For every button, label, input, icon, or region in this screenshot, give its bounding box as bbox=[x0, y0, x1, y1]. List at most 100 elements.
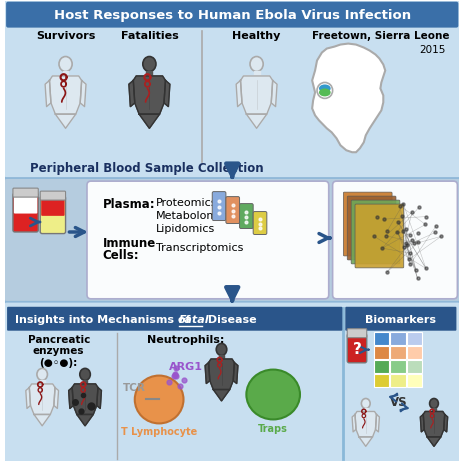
Polygon shape bbox=[29, 384, 55, 414]
Ellipse shape bbox=[317, 82, 333, 98]
Ellipse shape bbox=[59, 56, 72, 72]
Point bbox=[406, 249, 413, 257]
Polygon shape bbox=[254, 72, 260, 76]
Polygon shape bbox=[271, 80, 277, 107]
Polygon shape bbox=[376, 414, 379, 432]
Polygon shape bbox=[233, 363, 238, 383]
Point bbox=[370, 232, 377, 240]
FancyBboxPatch shape bbox=[347, 334, 367, 363]
FancyBboxPatch shape bbox=[343, 192, 392, 256]
Point bbox=[412, 266, 420, 274]
FancyBboxPatch shape bbox=[13, 188, 38, 197]
Text: Transcriptomics: Transcriptomics bbox=[156, 243, 244, 253]
Text: Metabolomics: Metabolomics bbox=[156, 211, 233, 221]
Bar bbox=[407, 359, 422, 372]
Point bbox=[383, 268, 391, 276]
FancyBboxPatch shape bbox=[226, 197, 240, 224]
Text: Plasma:: Plasma: bbox=[103, 198, 155, 211]
Point bbox=[414, 274, 421, 282]
Point bbox=[394, 219, 402, 226]
Point bbox=[408, 236, 415, 243]
Point bbox=[394, 228, 401, 236]
Text: Traps: Traps bbox=[258, 425, 288, 434]
Polygon shape bbox=[72, 384, 98, 414]
Text: Disease: Disease bbox=[204, 315, 257, 325]
Ellipse shape bbox=[80, 368, 90, 380]
Point bbox=[378, 244, 386, 252]
Polygon shape bbox=[420, 414, 424, 432]
FancyBboxPatch shape bbox=[351, 200, 400, 264]
Text: Cells:: Cells: bbox=[103, 249, 139, 262]
Polygon shape bbox=[133, 76, 165, 114]
Polygon shape bbox=[427, 437, 441, 446]
Polygon shape bbox=[355, 412, 377, 437]
Polygon shape bbox=[34, 414, 50, 426]
FancyBboxPatch shape bbox=[6, 2, 459, 28]
Polygon shape bbox=[62, 72, 69, 76]
Text: Freetown, Sierra Leone: Freetown, Sierra Leone bbox=[312, 30, 449, 41]
FancyBboxPatch shape bbox=[333, 181, 458, 299]
Bar bbox=[407, 332, 422, 345]
Text: Survivors: Survivors bbox=[36, 30, 95, 41]
Polygon shape bbox=[213, 389, 230, 401]
Point bbox=[432, 229, 439, 236]
Polygon shape bbox=[444, 414, 448, 432]
Polygon shape bbox=[240, 76, 273, 114]
Bar bbox=[374, 374, 389, 387]
Point bbox=[406, 261, 414, 268]
Point bbox=[423, 213, 430, 220]
Text: ?: ? bbox=[353, 342, 362, 357]
Bar bbox=[407, 374, 422, 387]
Text: VS: VS bbox=[390, 396, 408, 409]
Point bbox=[422, 221, 429, 228]
Polygon shape bbox=[97, 388, 102, 408]
FancyBboxPatch shape bbox=[87, 181, 329, 299]
FancyBboxPatch shape bbox=[7, 307, 343, 331]
FancyBboxPatch shape bbox=[347, 328, 367, 338]
Polygon shape bbox=[364, 408, 368, 412]
Ellipse shape bbox=[143, 56, 156, 72]
Polygon shape bbox=[146, 72, 152, 76]
Point bbox=[432, 222, 440, 230]
Ellipse shape bbox=[37, 368, 48, 380]
Polygon shape bbox=[40, 380, 45, 384]
Polygon shape bbox=[219, 355, 224, 359]
Text: Neutrophils:: Neutrophils: bbox=[147, 334, 224, 345]
Text: TCR: TCR bbox=[123, 383, 146, 393]
Polygon shape bbox=[54, 388, 59, 408]
Point bbox=[400, 243, 407, 251]
Bar bbox=[407, 346, 422, 359]
Point bbox=[414, 229, 422, 236]
Polygon shape bbox=[359, 437, 373, 446]
Bar bbox=[390, 332, 406, 345]
Polygon shape bbox=[49, 76, 82, 114]
Point bbox=[438, 232, 445, 240]
Ellipse shape bbox=[247, 370, 300, 419]
FancyBboxPatch shape bbox=[41, 197, 65, 216]
FancyBboxPatch shape bbox=[4, 178, 460, 302]
Bar bbox=[374, 346, 389, 359]
Point bbox=[383, 228, 391, 235]
FancyBboxPatch shape bbox=[14, 194, 37, 213]
Polygon shape bbox=[209, 359, 234, 389]
FancyBboxPatch shape bbox=[347, 196, 396, 260]
Text: T Lymphocyte: T Lymphocyte bbox=[121, 427, 197, 438]
Polygon shape bbox=[77, 414, 93, 426]
Bar bbox=[390, 374, 406, 387]
FancyBboxPatch shape bbox=[4, 302, 460, 462]
Text: Host Responses to Human Ebola Virus Infection: Host Responses to Human Ebola Virus Infe… bbox=[54, 9, 411, 22]
Point bbox=[396, 202, 404, 209]
Text: Biomarkers: Biomarkers bbox=[365, 315, 436, 325]
Ellipse shape bbox=[319, 88, 331, 97]
Ellipse shape bbox=[430, 399, 439, 408]
Polygon shape bbox=[312, 43, 385, 152]
FancyBboxPatch shape bbox=[253, 212, 267, 235]
Bar bbox=[390, 359, 406, 372]
Polygon shape bbox=[247, 114, 267, 128]
Ellipse shape bbox=[135, 376, 184, 423]
Text: Healthy: Healthy bbox=[233, 30, 281, 41]
Ellipse shape bbox=[319, 85, 331, 92]
Polygon shape bbox=[83, 380, 88, 384]
Point bbox=[382, 232, 390, 239]
FancyBboxPatch shape bbox=[355, 204, 404, 268]
